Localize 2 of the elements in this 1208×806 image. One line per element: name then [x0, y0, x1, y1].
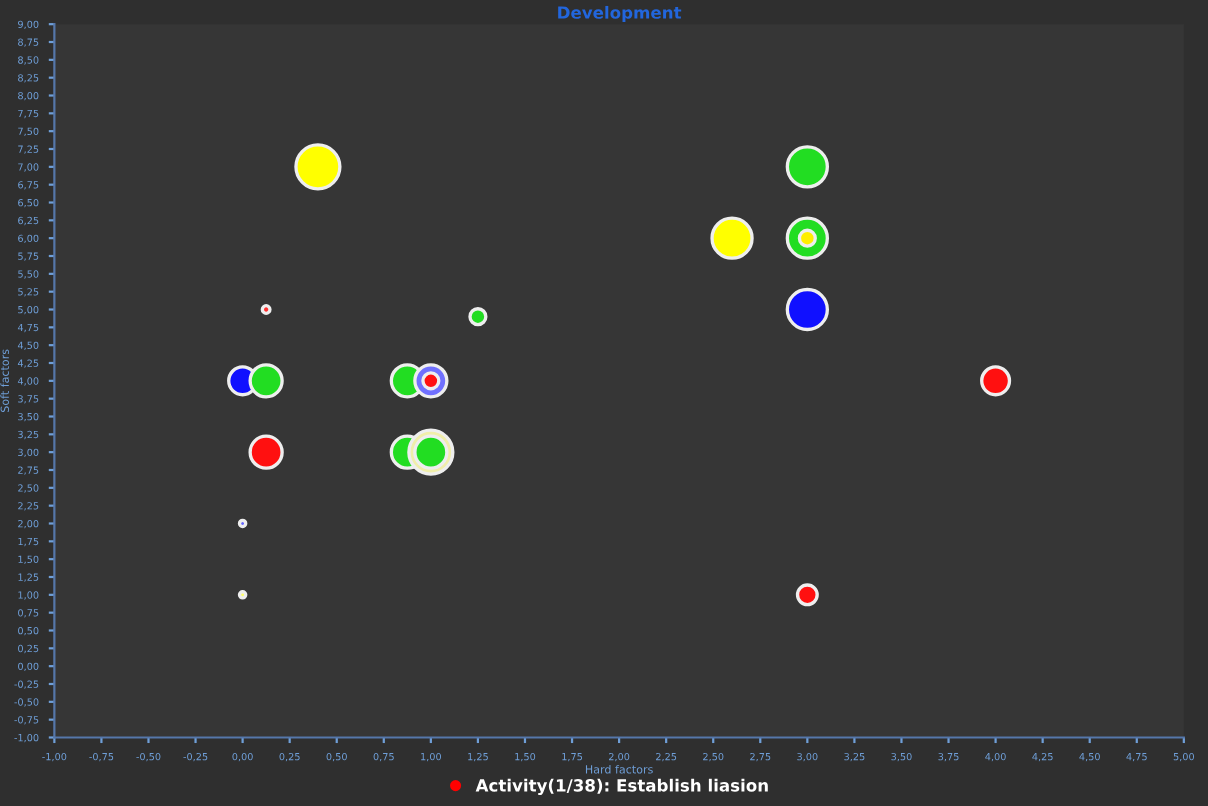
legend-label: Activity(1/38): Establish liasion: [475, 778, 768, 796]
chart-title: Development: [558, 5, 682, 23]
